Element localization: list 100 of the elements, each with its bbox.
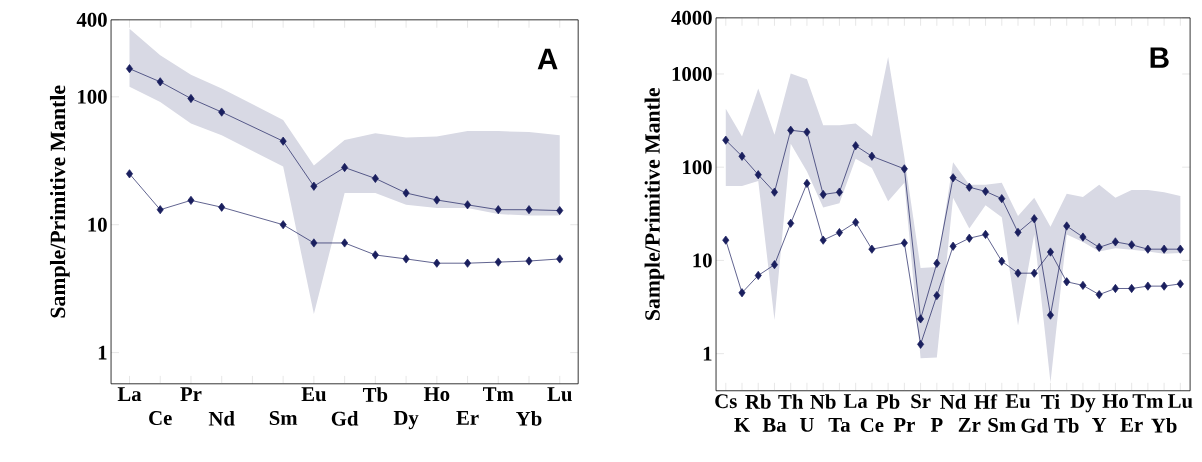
x-tick-label: Rb — [745, 394, 771, 409]
y-tick-label: 1 — [98, 345, 107, 360]
x-tick-label: Ce — [149, 411, 172, 425]
x-tick-label: Ho — [423, 387, 450, 402]
point — [1111, 237, 1119, 247]
x-tick-label: Sr — [911, 394, 931, 409]
point — [464, 200, 472, 210]
point — [218, 202, 226, 212]
point — [1079, 232, 1087, 242]
point — [1030, 268, 1038, 278]
x-tick-label: Er — [1120, 417, 1143, 432]
x-tick-label: Pb — [876, 394, 900, 409]
y-tick-label: 4000 — [671, 10, 712, 25]
point — [1160, 244, 1168, 254]
x-tick-label: Nd — [940, 394, 967, 409]
point — [1160, 281, 1168, 291]
point — [1095, 290, 1103, 300]
point — [1047, 247, 1054, 257]
point — [371, 173, 379, 183]
point — [965, 182, 973, 192]
point — [917, 339, 925, 349]
x-tick-label: Pr — [893, 417, 915, 432]
y-tick-label: 1 — [703, 346, 712, 361]
point — [1176, 244, 1184, 254]
point — [433, 195, 441, 205]
y-axis-title: Sample/Primitive Mantle — [49, 85, 70, 318]
point — [156, 77, 164, 87]
point — [1144, 281, 1152, 291]
point — [556, 254, 564, 264]
point — [1063, 221, 1071, 231]
point — [1144, 244, 1152, 254]
point — [917, 314, 925, 324]
x-tick-label: La — [843, 394, 868, 408]
y-tick-label: 100 — [683, 160, 712, 175]
point — [738, 151, 746, 161]
point — [1014, 268, 1022, 278]
y-axis-title: Sample/Primitive Mantle — [644, 87, 665, 320]
point — [1063, 277, 1071, 287]
point — [965, 233, 973, 243]
point — [525, 205, 533, 215]
point — [1176, 279, 1184, 289]
point — [310, 181, 318, 191]
point — [722, 235, 730, 245]
x-tick-label: Yb — [516, 411, 542, 426]
point — [933, 258, 941, 268]
x-tick-label: Y — [1092, 417, 1107, 432]
x-tick-label: Ti — [1041, 394, 1060, 409]
x-tick-label: Tm — [1132, 394, 1164, 408]
point — [819, 189, 827, 199]
point — [1128, 240, 1136, 250]
point — [556, 205, 564, 215]
point — [949, 173, 957, 183]
point — [754, 170, 762, 180]
point — [279, 220, 287, 230]
point — [1128, 283, 1136, 293]
point — [1030, 214, 1038, 224]
y-tick-label: 10 — [693, 253, 712, 268]
y-tick-label: 400 — [76, 12, 107, 27]
x-tick-label: Eu — [301, 387, 327, 402]
x-tick-label: Sm — [988, 417, 1016, 432]
point — [402, 188, 410, 198]
point — [722, 135, 730, 145]
x-tick-label: Zr — [958, 417, 981, 432]
x-tick-label: Lu — [547, 387, 572, 402]
point — [310, 238, 318, 248]
point — [341, 162, 349, 172]
x-tick-label: Cs — [715, 394, 737, 409]
point — [787, 125, 795, 135]
point — [900, 238, 908, 248]
point — [803, 127, 811, 137]
x-tick-label: Ce — [860, 417, 884, 432]
point — [187, 93, 195, 103]
x-tick-label: Dy — [393, 411, 419, 430]
x-tick-label: Hf — [974, 394, 998, 409]
point — [341, 238, 349, 248]
point — [187, 195, 195, 205]
point — [1111, 283, 1119, 293]
point — [900, 164, 908, 174]
point — [835, 227, 843, 238]
point — [835, 187, 843, 197]
point — [218, 107, 226, 117]
x-tick-label: Gd — [1021, 417, 1048, 433]
x-tick-label: Th — [778, 394, 804, 409]
point — [126, 169, 133, 179]
x-tick-label: Tb — [362, 387, 388, 402]
point — [433, 258, 441, 268]
text: A — [537, 48, 558, 70]
x-tick-label: U — [799, 417, 814, 432]
point — [933, 290, 941, 300]
point — [803, 178, 811, 188]
x-tick-label: Lu — [1168, 394, 1193, 408]
y-tick-label: 100 — [78, 89, 107, 104]
x-tick-label: Ho — [1102, 394, 1128, 408]
x-tick-label: Tb — [1054, 417, 1079, 433]
point — [371, 250, 379, 260]
point — [1014, 227, 1022, 237]
point — [1095, 242, 1103, 252]
point — [525, 256, 533, 266]
point — [787, 218, 795, 228]
point — [949, 241, 957, 251]
